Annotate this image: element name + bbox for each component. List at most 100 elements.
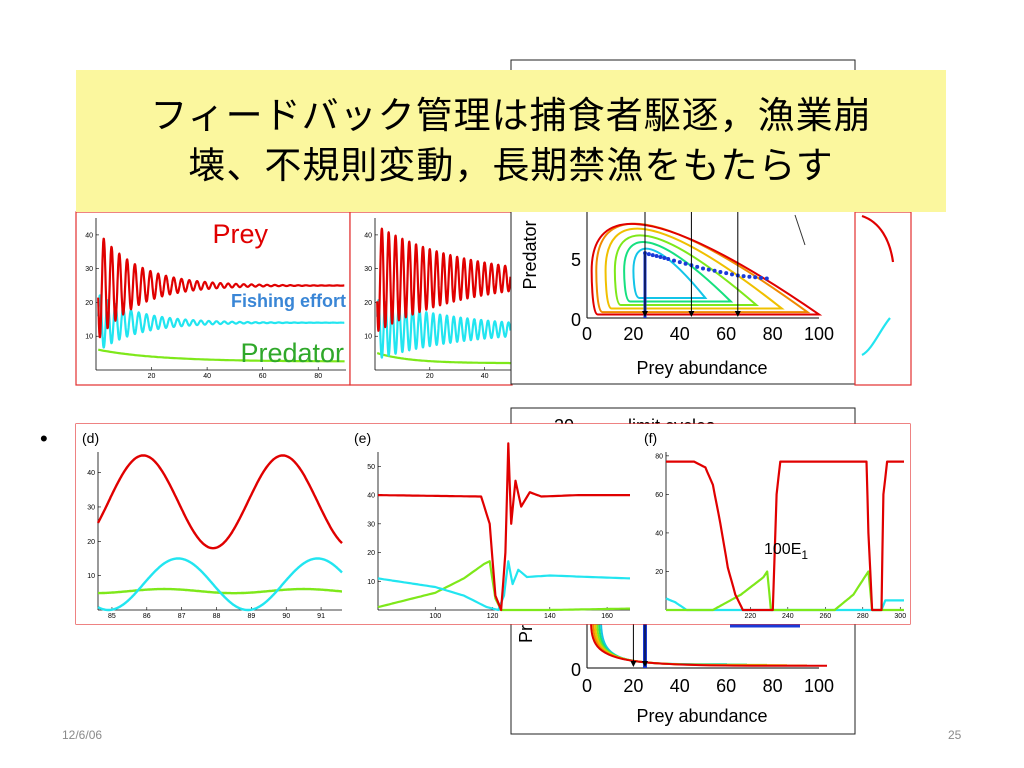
slide-title: フィードバック管理は捕食者駆逐，漁業崩壊、不規則変動，長期禁漁をもたらす — [150, 94, 872, 187]
x-tick-label: 85 — [108, 613, 116, 620]
y-tick-label: 20 — [367, 550, 375, 557]
phase-trajectory-dot — [646, 252, 651, 257]
x-tick-label: 40 — [481, 373, 489, 380]
y-tick-label: 40 — [364, 232, 372, 239]
x-tick-label: 60 — [259, 373, 267, 380]
x-tick-label: 100 — [804, 324, 834, 344]
y-tick-label: 20 — [364, 300, 372, 307]
phase-trajectory-dot — [701, 266, 705, 271]
phase-trajectory-dot — [677, 260, 682, 265]
phase-trajectory-dot — [764, 276, 769, 281]
x-tick-label: 0 — [582, 324, 592, 344]
x-tick-label: 40 — [670, 324, 690, 344]
y-tick-label: 40 — [367, 493, 375, 500]
y-axis-label: Predator — [520, 220, 540, 289]
predator-label: Predator — [240, 338, 344, 368]
contour-curve — [604, 227, 785, 310]
series-predator-line — [666, 570, 904, 612]
x-tick-label: 89 — [247, 613, 255, 620]
phase-trajectory-dot — [650, 253, 655, 258]
slide-title-box: フィードバック管理は捕食者駆逐，漁業崩壊、不規則変動，長期禁漁をもたらす — [76, 70, 946, 212]
x-tick-label: 90 — [282, 613, 290, 620]
phase-trajectory-dot — [753, 275, 758, 280]
phase-trajectory-dot — [741, 274, 746, 279]
x-axis-label: Prey abundance — [636, 706, 767, 726]
phase-trajectory-dot — [730, 272, 734, 277]
y-tick-label: 50 — [367, 464, 375, 471]
series-fishing-effort-line — [377, 560, 631, 612]
x-tick-label: 80 — [763, 676, 783, 696]
series-prey-line — [666, 460, 904, 612]
series-prey-line — [378, 442, 630, 612]
partial-prey-line — [861, 214, 895, 263]
arrow-head — [688, 311, 695, 317]
partial-effort-line — [861, 317, 891, 356]
series-predator-line — [376, 352, 511, 365]
x-axis-label: Prey abundance — [636, 358, 767, 378]
top-middle-frame — [349, 211, 513, 386]
y-tick-label: 10 — [87, 573, 95, 580]
bullet-marker: • — [40, 426, 48, 451]
prey-label: Prey — [212, 219, 268, 249]
x-tick-label: 100 — [429, 613, 441, 620]
series-predator-line — [377, 560, 630, 612]
series-fishing-effort-line — [97, 294, 345, 349]
panel-f: (f) 220 240 260 280 300 20 40 60 80 100E1 — [638, 424, 910, 628]
x-tick-label: 120 — [487, 613, 499, 620]
y-tick-label: 30 — [364, 266, 372, 273]
x-tick-label: 20 — [426, 373, 434, 380]
panel-f-annotation-subscript: 1 — [801, 548, 808, 562]
x-tick-label: 20 — [148, 373, 156, 380]
phase-trajectory-dot — [718, 269, 723, 274]
x-tick-label: 160 — [601, 613, 613, 620]
panel-f-annotation: 100E1 — [764, 541, 808, 562]
y-axis-label: Pr — [516, 625, 536, 643]
x-tick-label: 100 — [804, 676, 834, 696]
contour-curve — [590, 619, 828, 667]
y-tick-label: 5 — [571, 250, 581, 270]
partial-contour-line — [794, 214, 806, 246]
y-tick-label: 30 — [87, 504, 95, 511]
y-tick-label: 0 — [571, 310, 581, 330]
phase-trajectory-dot — [683, 261, 688, 266]
series-prey-line — [96, 454, 343, 550]
phase-trajectory-dot — [712, 268, 717, 273]
x-tick-label: 80 — [763, 324, 783, 344]
y-tick-label: 20 — [655, 569, 663, 576]
x-tick-label: 91 — [317, 613, 325, 620]
panel-d-bg — [76, 424, 348, 624]
panel-f-label: (f) — [644, 430, 657, 446]
x-tick-label: 20 — [623, 324, 643, 344]
panel-e: (e) 100 120 140 160 10 20 30 40 50 — [348, 424, 638, 624]
phase-trajectory-dot — [658, 255, 663, 260]
top-middle-timeseries-chart: 20 40 10 20 30 40 — [349, 211, 513, 386]
x-tick-label: 87 — [178, 613, 186, 620]
y-tick-label: 10 — [367, 579, 375, 586]
series-prey-line — [97, 237, 345, 339]
arrow-head — [734, 311, 741, 317]
x-tick-label: 0 — [582, 676, 592, 696]
top-right-frame — [854, 211, 912, 386]
x-tick-label: 20 — [623, 676, 643, 696]
panel-d: (d) 85 86 87 88 89 90 91 10 20 30 40 — [76, 424, 348, 624]
y-tick-label: 80 — [655, 453, 663, 460]
x-tick-label: 300 — [894, 613, 906, 620]
y-tick-label: 20 — [85, 300, 93, 307]
x-tick-label: 140 — [544, 613, 556, 620]
top-left-timeseries-chart: 20 40 60 80 10 20 30 40 Prey Fishing effort Predat… — [75, 211, 351, 386]
contour-curve — [590, 223, 823, 316]
contour-curve — [595, 222, 811, 314]
x-tick-label: 220 — [744, 613, 756, 620]
x-tick-label: 80 — [314, 373, 322, 380]
arrow-head — [642, 311, 648, 317]
series-fishing-effort-line — [97, 557, 343, 612]
fishing-effort-label: Fishing effort — [231, 291, 346, 311]
y-tick-label: 30 — [85, 266, 93, 273]
phase-trajectory-dot — [724, 271, 729, 276]
x-tick-label: 60 — [716, 676, 736, 696]
y-tick-label: 40 — [87, 470, 95, 477]
x-tick-label: 88 — [213, 613, 221, 620]
phase-trajectory-dot — [672, 258, 676, 263]
y-tick-label: 30 — [367, 521, 375, 528]
